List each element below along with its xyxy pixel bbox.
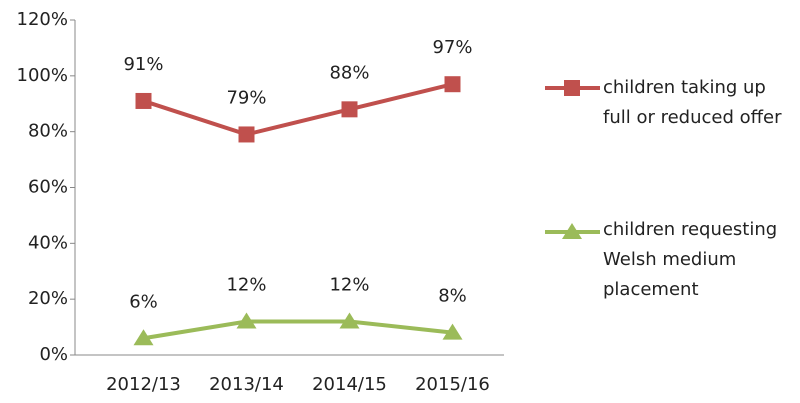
data-label: 79% bbox=[226, 87, 266, 108]
series-line bbox=[143, 319, 453, 341]
x-tick-label: 2014/15 bbox=[312, 374, 387, 395]
x-tick-label: 2015/16 bbox=[415, 374, 490, 395]
data-label: 6% bbox=[129, 291, 158, 312]
data-point bbox=[133, 329, 154, 346]
y-tick-label: 80% bbox=[28, 121, 68, 142]
data-label: 12% bbox=[329, 275, 369, 296]
series-line bbox=[142, 82, 453, 137]
data-label: 12% bbox=[226, 275, 266, 296]
data-point bbox=[238, 126, 255, 143]
data-point bbox=[339, 312, 360, 329]
y-tick-label: 20% bbox=[28, 288, 68, 309]
data-point bbox=[135, 92, 152, 109]
data-point bbox=[444, 76, 461, 93]
data-point bbox=[236, 312, 257, 329]
x-tick-label: 2013/14 bbox=[209, 374, 284, 395]
y-tick-label: 0% bbox=[39, 344, 68, 365]
y-tick-label: 60% bbox=[28, 177, 68, 198]
data-label: 88% bbox=[329, 62, 369, 83]
y-tick-label: 120% bbox=[17, 9, 68, 30]
data-point bbox=[341, 101, 358, 118]
data-label: 97% bbox=[432, 37, 472, 58]
data-point bbox=[442, 323, 463, 340]
legend-label: children taking up full or reduced offer bbox=[603, 77, 782, 128]
data-label: 91% bbox=[123, 54, 163, 75]
legend-label: children requesting Welsh medium placeme… bbox=[603, 219, 778, 300]
legend-marker bbox=[562, 223, 582, 239]
legend-marker bbox=[564, 80, 580, 96]
data-label: 8% bbox=[438, 286, 467, 307]
x-tick-label: 2012/13 bbox=[106, 374, 181, 395]
y-tick-label: 40% bbox=[28, 232, 68, 253]
y-tick-label: 100% bbox=[17, 65, 68, 86]
